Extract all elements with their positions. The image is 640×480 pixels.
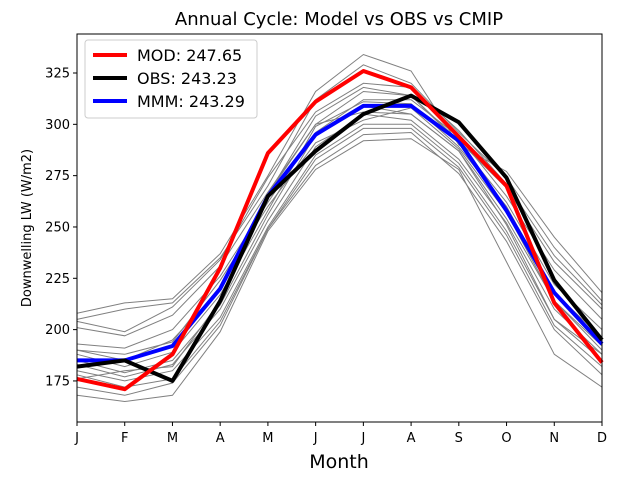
x-tick-label-5: M	[262, 431, 273, 446]
cmip-model-line-6	[76, 86, 603, 361]
series-line-obs	[76, 93, 604, 383]
x-tick-label-2: F	[121, 431, 128, 446]
series-line-mod	[76, 69, 604, 392]
cmip-model-line-10	[76, 123, 603, 382]
main-series-lines	[76, 69, 604, 392]
y-axis-label: Downwelling LW (W/m2)	[20, 149, 35, 307]
cmip-model-line-9	[76, 113, 603, 378]
legend-label-obs: OBS: 243.23	[137, 69, 237, 88]
cmip-model-line-1	[76, 53, 603, 314]
x-axis-label: Month	[309, 451, 369, 473]
x-tick-label-1: J	[74, 431, 79, 446]
cmip-model-line-11	[76, 127, 603, 388]
plot-frame	[76, 33, 603, 423]
cmip-model-line-12	[76, 131, 603, 396]
y-tick-label-325: 325	[45, 67, 70, 82]
series-line-mmm	[77, 103, 604, 363]
y-tick-label-225: 225	[45, 272, 70, 287]
legend-box	[84, 39, 258, 119]
y-tick-label-275: 275	[45, 169, 70, 184]
y-axis-ticks: 175 200 225 250 275 300 325	[45, 67, 77, 389]
x-tick-label-8: A	[407, 431, 416, 446]
y-tick-label-250: 250	[45, 220, 70, 235]
y-tick-label-200: 200	[45, 323, 70, 338]
cmip-model-line-13	[76, 138, 603, 403]
x-tick-label-10: O	[501, 431, 511, 446]
x-tick-label-9: S	[455, 431, 463, 446]
cmip-model-line-7	[76, 101, 603, 368]
x-tick-label-6: J	[313, 431, 318, 446]
x-tick-label-3: M	[167, 431, 178, 446]
cmip-model-line-2	[76, 64, 603, 320]
x-tick-label-11: N	[549, 431, 559, 446]
legend-label-mod: MOD: 247.65	[137, 46, 242, 65]
legend: MOD: 247.65 OBS: 243.23 MMM: 243.29	[84, 39, 258, 119]
legend-label-mmm: MMM: 243.29	[137, 92, 245, 111]
y-tick-label-300: 300	[45, 118, 70, 133]
chart-title: Annual Cycle: Model vs OBS vs CMIP	[175, 9, 503, 30]
x-tick-label-4: A	[216, 431, 225, 446]
y-tick-label-175: 175	[45, 374, 70, 389]
cmip-model-line-14	[76, 111, 603, 380]
x-tick-label-7: J	[360, 431, 365, 446]
x-tick-label-12: D	[597, 431, 607, 446]
